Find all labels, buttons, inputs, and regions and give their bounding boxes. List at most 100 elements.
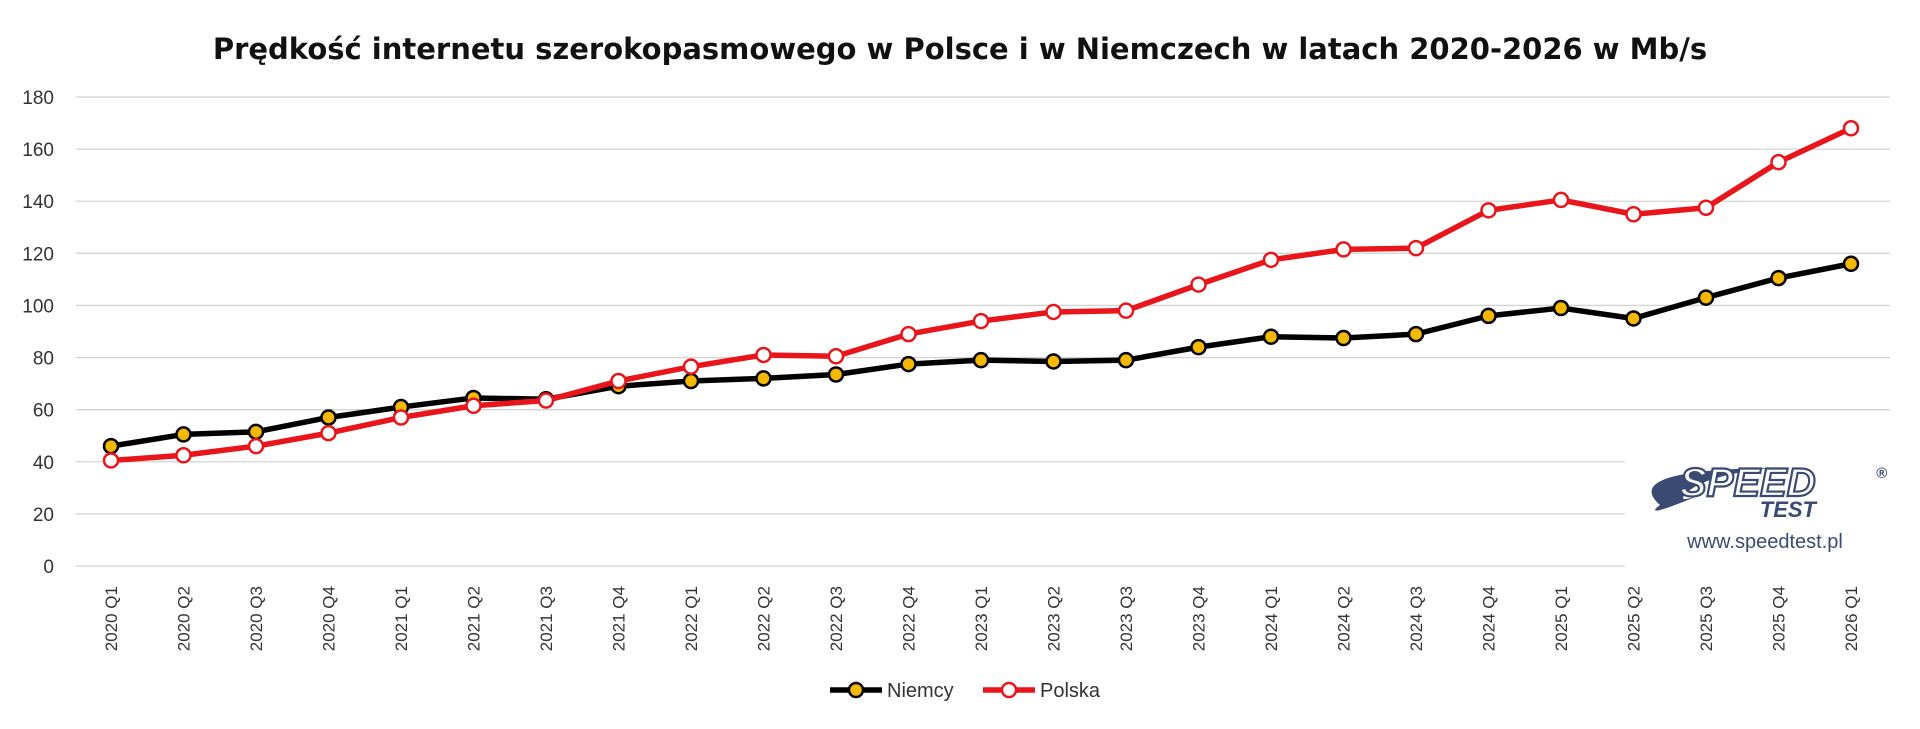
x-tick-label: 2021 Q2 bbox=[465, 586, 484, 651]
data-point bbox=[972, 351, 990, 369]
data-point bbox=[1262, 328, 1280, 345]
data-point bbox=[682, 372, 700, 390]
data-point bbox=[1625, 206, 1642, 223]
y-tick-label: 80 bbox=[33, 349, 54, 370]
x-tick-label: 2022 Q2 bbox=[755, 586, 774, 651]
x-tick-label: 2026 Q1 bbox=[1842, 586, 1861, 651]
data-point bbox=[1262, 251, 1280, 269]
data-point bbox=[1625, 310, 1642, 327]
x-tick-label: 2020 Q3 bbox=[247, 586, 266, 651]
data-point bbox=[102, 437, 120, 455]
series-polska bbox=[102, 120, 1860, 469]
data-point bbox=[1770, 153, 1787, 171]
legend-item-polska: Polska bbox=[983, 680, 1101, 702]
data-point bbox=[1552, 299, 1570, 317]
x-tick-label: 2022 Q4 bbox=[900, 586, 919, 651]
data-point bbox=[537, 392, 555, 409]
x-tick-label: 2023 Q3 bbox=[1117, 586, 1136, 651]
data-point bbox=[102, 452, 120, 469]
x-tick-label: 2025 Q3 bbox=[1697, 586, 1716, 651]
x-tick-label: 2020 Q1 bbox=[102, 586, 121, 651]
x-tick-label: 2020 Q2 bbox=[175, 586, 194, 651]
y-tick-label: 40 bbox=[33, 453, 54, 474]
x-tick-label: 2022 Q1 bbox=[682, 586, 701, 651]
data-point bbox=[1407, 325, 1425, 343]
data-point bbox=[900, 325, 917, 343]
x-tick-label: 2021 Q3 bbox=[537, 586, 556, 651]
data-point bbox=[1842, 255, 1860, 273]
y-tick-label: 120 bbox=[22, 244, 54, 265]
data-point bbox=[1117, 302, 1135, 319]
data-point bbox=[1697, 289, 1715, 306]
logo-registered-mark: ® bbox=[1876, 465, 1888, 482]
y-tick-label: 0 bbox=[43, 557, 54, 578]
y-tick-label: 160 bbox=[22, 140, 54, 161]
logo-subtitle: TEST bbox=[1760, 497, 1818, 522]
x-tick-label: 2022 Q3 bbox=[827, 586, 846, 651]
data-point bbox=[1480, 307, 1497, 325]
x-tick-label: 2023 Q2 bbox=[1045, 586, 1064, 651]
data-point bbox=[1045, 303, 1062, 321]
x-tick-label: 2024 Q4 bbox=[1480, 586, 1499, 651]
y-tick-label: 180 bbox=[22, 88, 54, 109]
legend-label: Niemcy bbox=[887, 680, 954, 702]
x-tick-label: 2024 Q1 bbox=[1262, 586, 1281, 651]
legend-item-niemcy: Niemcy bbox=[830, 680, 954, 702]
legend: Niemcy Polska bbox=[830, 680, 1101, 702]
data-point bbox=[1045, 353, 1062, 370]
data-point bbox=[610, 372, 627, 390]
data-point bbox=[175, 426, 192, 443]
data-point bbox=[1552, 191, 1570, 209]
data-point bbox=[1480, 202, 1497, 219]
series-group bbox=[102, 120, 1860, 469]
logo-swoosh bbox=[1651, 468, 1770, 511]
x-tick-label: 2023 Q4 bbox=[1190, 586, 1209, 651]
y-tick-label: 60 bbox=[33, 401, 54, 422]
data-point bbox=[247, 423, 265, 441]
data-point bbox=[320, 409, 337, 426]
data-point bbox=[827, 348, 845, 365]
legend-marker bbox=[847, 681, 865, 699]
y-axis-ticks: 0 20 40 60 80 100 120 140 160 180 bbox=[22, 88, 54, 578]
x-tick-label: 2020 Q4 bbox=[320, 586, 339, 651]
logo-wordmark: SPEED bbox=[1680, 461, 1816, 505]
y-tick-label: 100 bbox=[22, 296, 54, 317]
x-tick-label: 2025 Q2 bbox=[1625, 586, 1644, 651]
data-point bbox=[392, 409, 410, 426]
data-point bbox=[682, 358, 700, 375]
logo-url: www.speedtest.pl bbox=[1686, 531, 1843, 553]
data-point bbox=[1407, 239, 1425, 257]
x-tick-label: 2023 Q1 bbox=[972, 586, 991, 651]
data-point bbox=[1190, 338, 1207, 356]
x-tick-label: 2021 Q4 bbox=[610, 586, 629, 651]
data-point bbox=[175, 447, 192, 464]
x-axis-ticks: 2020 Q1 2020 Q2 2020 Q3 2020 Q4 2021 Q1 2021 … bbox=[102, 586, 1861, 651]
series-niemcy bbox=[102, 255, 1860, 455]
x-tick-label: 2024 Q2 bbox=[1335, 586, 1354, 651]
data-point bbox=[1190, 276, 1207, 293]
x-tick-label: 2024 Q3 bbox=[1407, 586, 1426, 651]
data-point bbox=[1770, 269, 1787, 287]
speedtest-logo: SPEED TEST ® www.speedtest.pl bbox=[1651, 460, 1888, 553]
data-point bbox=[755, 346, 772, 364]
y-tick-label: 140 bbox=[22, 192, 54, 213]
data-point bbox=[1842, 120, 1860, 137]
grid bbox=[76, 96, 1890, 567]
data-point bbox=[827, 366, 845, 383]
data-point bbox=[320, 424, 337, 442]
y-tick-label: 20 bbox=[33, 505, 54, 526]
legend-marker bbox=[1000, 681, 1018, 699]
legend-label: Polska bbox=[1040, 680, 1101, 702]
data-point bbox=[465, 397, 482, 415]
data-point bbox=[247, 437, 265, 455]
data-point bbox=[755, 370, 772, 387]
data-point bbox=[972, 312, 990, 330]
x-tick-label: 2025 Q1 bbox=[1552, 586, 1571, 651]
data-point bbox=[1335, 241, 1352, 258]
data-point bbox=[1117, 351, 1135, 369]
chart-title: Prędkość internetu szerokopasmowego w Po… bbox=[213, 32, 1707, 66]
x-tick-label: 2025 Q4 bbox=[1770, 586, 1789, 651]
x-tick-label: 2021 Q1 bbox=[392, 586, 411, 651]
data-point bbox=[900, 355, 917, 373]
